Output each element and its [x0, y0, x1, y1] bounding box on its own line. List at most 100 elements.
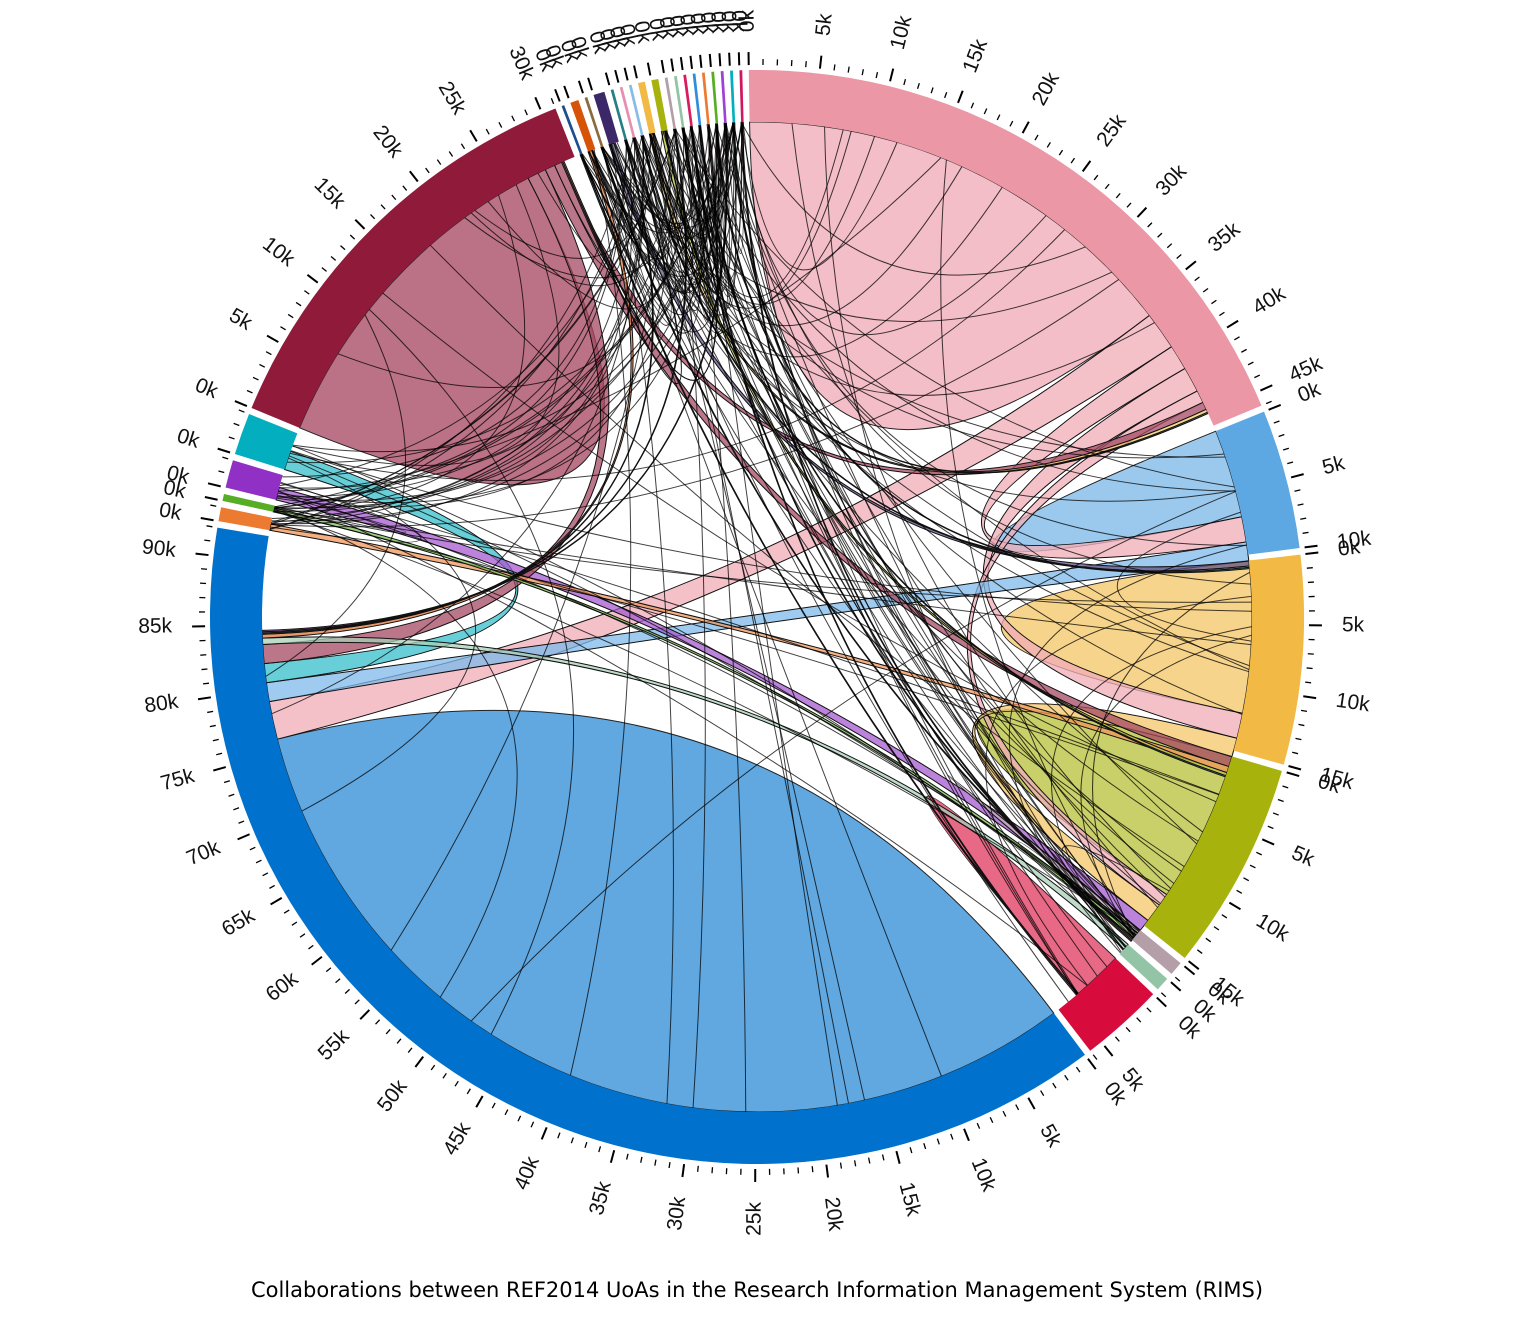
tick-label: 35k	[585, 1178, 616, 1217]
tick	[1160, 992, 1167, 998]
group-arc-28	[720, 71, 727, 124]
chord-line	[690, 126, 1161, 904]
chord-line	[653, 132, 1126, 948]
tick	[1304, 544, 1318, 549]
tick	[577, 80, 584, 94]
tick	[1288, 765, 1302, 771]
tick	[504, 1109, 509, 1116]
chord-line	[740, 122, 1086, 276]
chord-lines	[265, 122, 1253, 1112]
tick-label: 50k	[373, 1075, 412, 1116]
tick-label: 15k	[958, 36, 992, 76]
tick	[654, 1159, 657, 1166]
group-arc-0	[748, 70, 1262, 426]
chord-line	[673, 128, 1166, 898]
tick	[1174, 976, 1181, 982]
chord-line	[681, 127, 1138, 935]
tick	[485, 128, 490, 135]
tick	[287, 313, 294, 319]
tick-label: 10k	[967, 1155, 1001, 1195]
tick	[950, 1133, 954, 1140]
tick	[202, 682, 210, 685]
chord-line	[634, 137, 1243, 715]
group-arc-2	[1233, 554, 1304, 765]
tick-label: 10k	[258, 232, 299, 271]
tick	[1166, 243, 1173, 249]
tick	[524, 109, 528, 116]
tick	[818, 55, 823, 69]
group-arc-17	[610, 89, 628, 141]
tick-label: 10k	[1336, 527, 1373, 554]
tick	[1092, 1054, 1098, 1060]
tick	[207, 482, 221, 488]
tick	[1136, 206, 1148, 218]
tick	[1300, 517, 1307, 520]
tick-label: 25k	[743, 1201, 766, 1235]
tick	[1081, 160, 1092, 172]
tick	[1290, 473, 1304, 479]
chord-line	[601, 124, 710, 273]
tick	[1146, 1007, 1152, 1013]
tick	[1228, 901, 1242, 911]
tick	[291, 921, 298, 926]
tick	[646, 62, 652, 76]
tick	[238, 409, 245, 413]
tick	[623, 67, 629, 81]
chord-line	[276, 130, 671, 508]
chord-line	[633, 130, 852, 309]
tick	[270, 896, 283, 906]
tick	[1302, 531, 1309, 534]
tick	[1202, 287, 1209, 293]
tick	[1295, 737, 1302, 741]
tick	[321, 267, 327, 272]
tick	[718, 53, 722, 67]
tick	[895, 1150, 901, 1164]
chord-line	[662, 129, 844, 298]
tick-label: 20k	[1028, 68, 1065, 109]
tick	[1267, 825, 1274, 830]
tick	[1052, 1082, 1057, 1089]
tick-label: 0k	[654, 15, 680, 41]
chord-line	[270, 135, 645, 525]
tick	[626, 1153, 629, 1160]
group-arc-27	[711, 71, 719, 124]
chord-line	[368, 309, 575, 1035]
group-arcs	[209, 70, 1304, 1165]
chord-line	[985, 595, 1252, 986]
tick	[210, 504, 217, 507]
tick-label: 0k	[735, 9, 758, 32]
tick	[604, 72, 611, 86]
chord-line	[601, 146, 1113, 322]
tick	[340, 245, 346, 251]
group-arc-8	[218, 507, 273, 531]
tick	[534, 96, 542, 110]
chord-line	[292, 445, 1135, 939]
tick	[325, 967, 332, 973]
group-arc-19	[628, 84, 644, 136]
tick	[197, 696, 212, 701]
tick	[570, 1137, 574, 1144]
tick	[283, 909, 290, 914]
chord-line	[642, 135, 1127, 948]
tick	[370, 214, 376, 220]
chord-line	[715, 123, 1122, 953]
tick	[1093, 174, 1099, 181]
tick	[201, 668, 208, 671]
tick	[436, 159, 442, 165]
tick	[1157, 232, 1163, 238]
group-arc-11	[234, 414, 298, 470]
tick-label: 20k	[368, 121, 407, 162]
group-arc-25	[692, 73, 702, 126]
chord-line	[690, 126, 1079, 995]
tick	[466, 1088, 471, 1095]
tick	[847, 66, 850, 73]
tick	[266, 334, 279, 343]
chord-line	[278, 490, 1088, 987]
tick	[1015, 1104, 1020, 1111]
tick	[375, 1019, 381, 1025]
group-arc-12	[251, 108, 575, 428]
chord-line	[601, 146, 1236, 502]
tick-label: 0k	[192, 373, 222, 403]
tick	[679, 57, 684, 71]
tick	[209, 724, 216, 728]
